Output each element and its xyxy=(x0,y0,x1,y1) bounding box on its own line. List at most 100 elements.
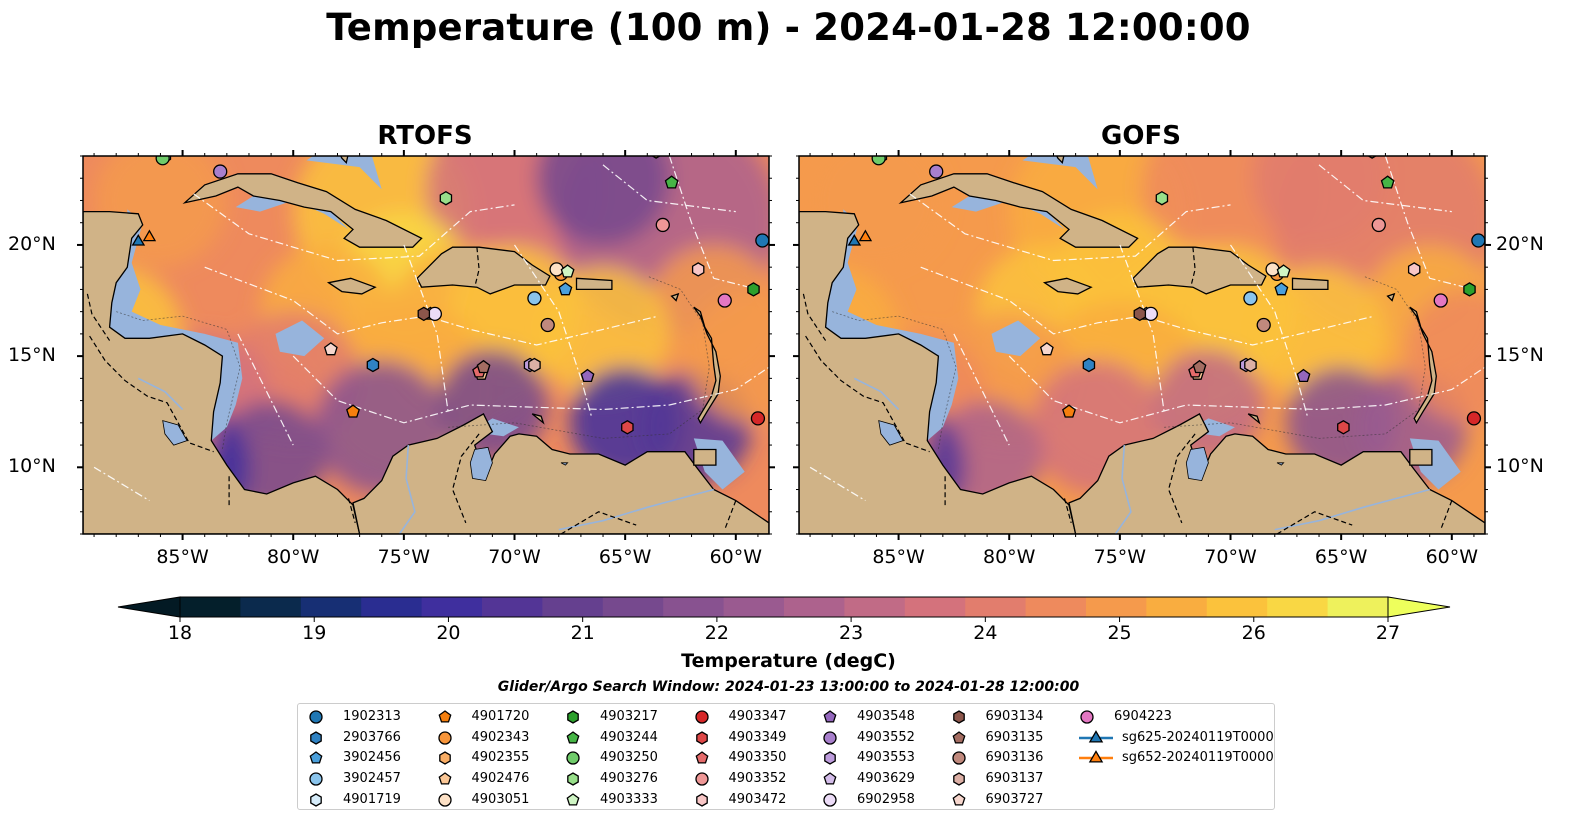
legend-marker-icon xyxy=(437,793,452,807)
legend-marker-icon xyxy=(567,772,579,786)
marker-4903333 xyxy=(560,264,575,278)
lake xyxy=(469,446,493,482)
land-cuba xyxy=(898,173,1139,248)
search-window-text: Glider/Argo Search Window: 2024-01-23 13… xyxy=(497,679,1080,695)
legend-item-label: 4903051 xyxy=(471,791,530,807)
legend-marker-icon xyxy=(309,751,323,764)
marker-4903347 xyxy=(750,411,766,426)
national-border xyxy=(347,498,356,524)
eez-boundary xyxy=(602,164,736,213)
land-centralAmerica xyxy=(799,210,1077,534)
shallow-shelf xyxy=(275,320,325,357)
legend-item-label: 3902456 xyxy=(343,750,401,766)
legend-hexagon-marker xyxy=(695,793,708,807)
marker-sg652-20240119T0000 xyxy=(858,229,873,242)
land-smallCay xyxy=(670,292,680,302)
marker-6903134 xyxy=(417,306,431,322)
legend-pentagon-marker xyxy=(438,710,451,723)
legend-marker-icon xyxy=(952,710,965,724)
y-tick-label-right: 15°N xyxy=(1496,344,1544,367)
legend-pentagon-marker xyxy=(566,730,580,744)
land-florida xyxy=(231,116,286,143)
legend-pentagon-marker xyxy=(309,751,323,764)
legend-marker-icon xyxy=(823,772,837,785)
lake xyxy=(878,420,904,446)
lake xyxy=(1185,446,1209,482)
marker-4903244 xyxy=(664,175,679,189)
eez-boundary xyxy=(1384,156,1475,290)
legend-item-label: 6903135 xyxy=(985,729,1044,745)
marker-6903137 xyxy=(1244,357,1257,373)
legend-marker-icon xyxy=(823,793,837,807)
legend-circle-marker xyxy=(1080,710,1094,724)
y-tick-label-left: 15°N xyxy=(8,344,56,367)
legend-hexagon-marker xyxy=(310,793,322,807)
legend-circle-marker xyxy=(823,793,837,807)
legend-circle-marker xyxy=(694,710,709,724)
legend-marker-icon xyxy=(951,751,966,766)
legend-marker-icon xyxy=(566,730,580,744)
legend-hexagon-marker xyxy=(824,751,836,766)
marker-4903548 xyxy=(1296,368,1311,383)
lake xyxy=(1276,462,1285,466)
marker-6904223 xyxy=(1433,293,1448,308)
legend-marker-icon xyxy=(952,730,965,744)
legend: 1902313 2903766 3902456 3902457 4901719 49017… xyxy=(297,703,1275,810)
isobath xyxy=(448,275,710,439)
national-border xyxy=(802,293,827,341)
legend-item-label: 3902457 xyxy=(343,771,401,787)
legend-item-label: 4903250 xyxy=(600,750,658,766)
land-southAmerica xyxy=(1068,413,1485,534)
x-tick-label: 65°W xyxy=(1314,546,1368,568)
colorbar-bin xyxy=(482,597,543,617)
legend-marker-icon xyxy=(695,793,708,807)
colorbar: 18 19 20 21 22 23 24 25 26 27 xyxy=(117,596,1451,644)
land-bahamas xyxy=(1056,156,1065,165)
legend-item-label: 4901720 xyxy=(471,709,530,724)
legend-item-label: 4902476 xyxy=(471,771,530,787)
marker-4903352 xyxy=(655,217,670,233)
colorbar-tick-label: 24 xyxy=(973,622,997,644)
colorbar-bin xyxy=(1327,597,1389,617)
legend-glider-marker xyxy=(1088,729,1104,743)
legend-item-label: 1902313 xyxy=(343,709,401,724)
legend-circle-marker xyxy=(309,772,323,786)
shallow-shelf xyxy=(306,156,382,190)
national-border xyxy=(474,247,480,288)
land-bahamas xyxy=(340,156,349,165)
legend-item-label: 4903552 xyxy=(857,729,915,745)
colorbar-bin xyxy=(723,597,785,617)
marker-3902456 xyxy=(558,282,573,296)
national-border xyxy=(724,500,737,530)
colorbar-bin xyxy=(1025,597,1087,617)
x-tick-label: 70°W xyxy=(488,546,541,568)
eez-boundary xyxy=(1230,244,1309,419)
legend-pentagon-marker xyxy=(566,792,580,806)
river xyxy=(398,445,416,534)
marker-4901720 xyxy=(346,404,360,418)
shallow-shelf xyxy=(1022,156,1098,190)
legend-hexagon-marker xyxy=(695,730,708,745)
eez-boundary xyxy=(93,466,150,502)
legend-pentagon-marker xyxy=(952,792,965,806)
marker-4903333 xyxy=(1276,264,1291,278)
x-tick-label: 80°W xyxy=(982,546,1036,568)
colorbar-extend-max xyxy=(1387,596,1451,618)
legend-item-label: 4903217 xyxy=(600,709,658,724)
marker-4903347 xyxy=(1466,411,1482,426)
legend-circle-marker xyxy=(951,751,966,766)
national-border xyxy=(1167,433,1196,524)
legend-marker-icon xyxy=(695,730,708,745)
marker-sg652-20240119T0000 xyxy=(142,229,157,242)
land-centralAmerica xyxy=(83,210,361,534)
x-tick-label: 80°W xyxy=(266,546,320,568)
marker-2903766 xyxy=(366,357,380,373)
marker-6903136 xyxy=(1256,317,1271,333)
marker-6903135 xyxy=(1192,359,1207,374)
colorbar-bin xyxy=(1267,597,1329,617)
legend-marker-icon xyxy=(1079,750,1113,763)
national-border xyxy=(1440,500,1453,530)
legend-marker-icon xyxy=(438,710,451,723)
legend-circle-marker xyxy=(566,751,580,766)
marker-4903552 xyxy=(929,164,944,179)
